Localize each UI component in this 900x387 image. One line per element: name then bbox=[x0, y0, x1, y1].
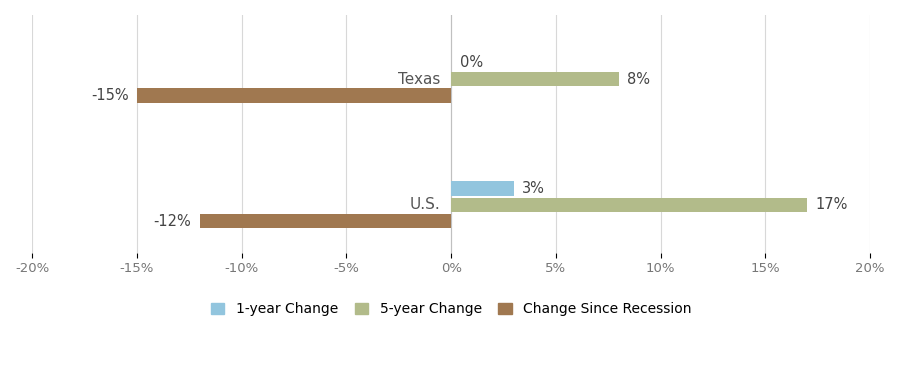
Legend: 1-year Change, 5-year Change, Change Since Recession: 1-year Change, 5-year Change, Change Sin… bbox=[205, 296, 698, 322]
Text: -15%: -15% bbox=[91, 88, 129, 103]
Bar bbox=[200, 214, 451, 228]
Text: 17%: 17% bbox=[815, 197, 848, 212]
Text: 0%: 0% bbox=[460, 55, 482, 70]
Bar bbox=[451, 72, 619, 86]
Bar bbox=[451, 198, 807, 212]
Text: 8%: 8% bbox=[627, 72, 650, 87]
Text: U.S.: U.S. bbox=[410, 197, 441, 212]
Bar bbox=[451, 182, 514, 196]
Text: -12%: -12% bbox=[154, 214, 192, 229]
Text: 3%: 3% bbox=[522, 181, 545, 196]
Text: Texas: Texas bbox=[399, 72, 441, 87]
Bar bbox=[137, 88, 451, 103]
